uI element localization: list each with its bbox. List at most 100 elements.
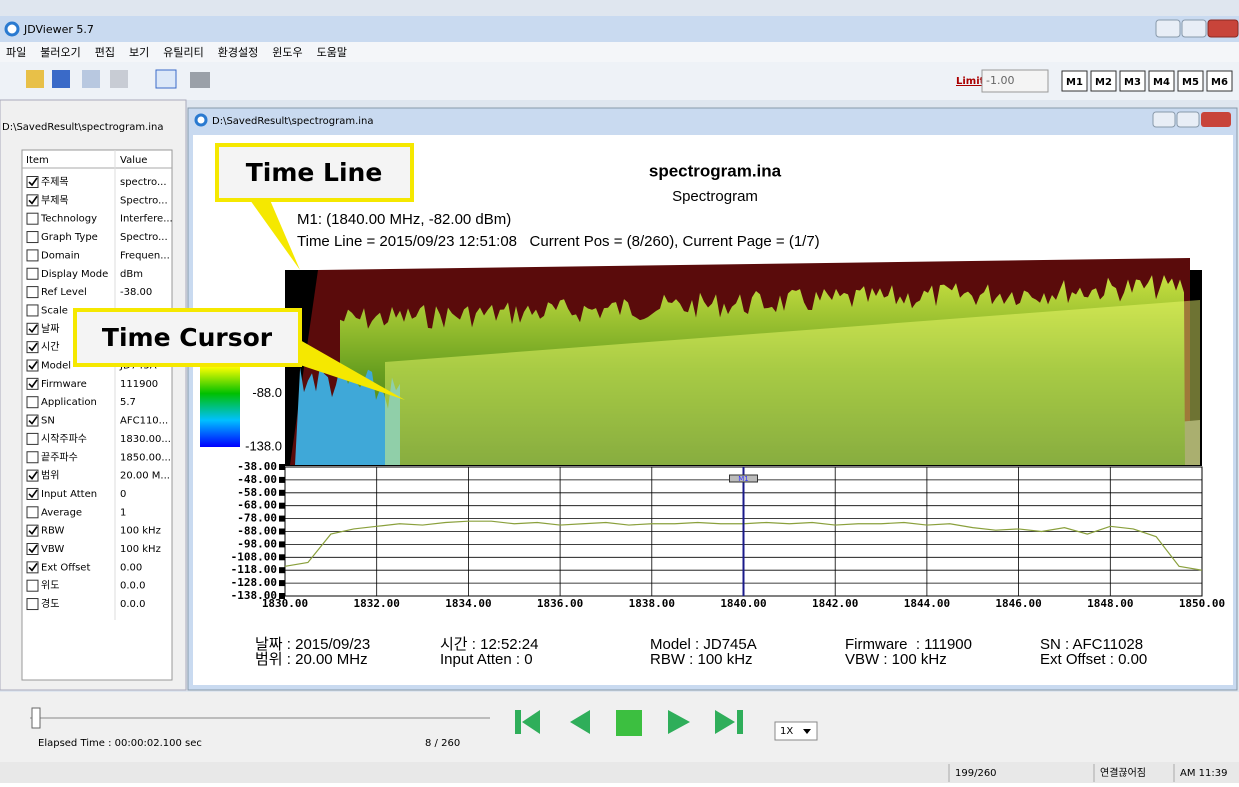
property-value: 1830.00... — [120, 434, 171, 445]
marker-label: M6 — [1211, 77, 1228, 88]
property-value: 20.00 M... — [120, 471, 170, 482]
checkbox[interactable] — [27, 250, 38, 261]
marker-label: M1 — [1066, 77, 1083, 88]
doc-minimize[interactable] — [1153, 112, 1175, 127]
property-name: 위도 — [41, 579, 59, 592]
x-tick-label: 1834.00 — [445, 597, 491, 610]
property-name: 끝주파수 — [41, 451, 78, 463]
doc-close[interactable] — [1201, 112, 1231, 127]
marker-label: M4 — [1153, 77, 1170, 88]
marker-info: M1: (1840.00 MHz, -82.00 dBm) — [297, 211, 511, 228]
info-field: Input Atten : 0 — [440, 651, 533, 668]
property-name: Ref Level — [41, 287, 87, 298]
property-name: Firmware — [41, 379, 87, 390]
property-name: 시간 — [41, 341, 59, 353]
close-button[interactable] — [1208, 20, 1238, 37]
property-name: Average — [41, 507, 82, 518]
checkbox[interactable] — [27, 232, 38, 243]
y-tick-label: -38.00 — [237, 460, 277, 473]
app-window: JDViewer 5.7 파일불러오기편집보기유틸리티환경설정윈도우도움말 Li… — [0, 0, 1239, 783]
y-tick-label: -58.00 — [237, 486, 277, 499]
document-title: D:\SavedResult\spectrogram.ina — [212, 116, 374, 127]
property-value: dBm — [120, 269, 143, 280]
checkbox[interactable] — [27, 268, 38, 279]
menu-item[interactable]: 보기 — [129, 46, 149, 59]
property-name: 시작주파수 — [41, 433, 87, 445]
menu-item[interactable]: 불러오기 — [40, 46, 80, 59]
property-name: Domain — [41, 250, 80, 261]
x-tick-label: 1830.00 — [262, 597, 308, 610]
menu-item[interactable]: 편집 — [95, 46, 115, 59]
property-name: 경도 — [41, 597, 59, 610]
status-field: AM 11:39 — [1180, 768, 1227, 779]
property-value: 111900 — [120, 379, 158, 390]
checkbox[interactable] — [27, 305, 38, 316]
info-field: Ext Offset : 0.00 — [1040, 651, 1147, 668]
maximize-button[interactable] — [1182, 20, 1206, 37]
copy-icon[interactable] — [82, 70, 100, 88]
paste-icon[interactable] — [110, 70, 128, 88]
stop-button[interactable] — [616, 710, 642, 736]
property-value: 0 — [120, 489, 126, 500]
property-name: Graph Type — [41, 232, 98, 243]
menu-item[interactable]: 파일 — [6, 45, 26, 59]
property-name: Ext Offset — [41, 562, 90, 573]
property-name: 주제목 — [41, 176, 69, 188]
y-tick-mark — [279, 503, 285, 509]
menu-item[interactable]: 도움말 — [317, 46, 347, 59]
y-tick-label: -48.00 — [237, 473, 277, 486]
status-bar — [0, 762, 1239, 783]
marker-label: M5 — [1182, 77, 1199, 88]
callout-time-line: Time Line — [246, 158, 383, 187]
y-tick-label: -78.00 — [237, 512, 277, 525]
marker-flag-label: M1 — [738, 475, 749, 483]
checkbox[interactable] — [27, 287, 38, 298]
side-path: D:\SavedResult\spectrogram.ina — [2, 122, 164, 133]
open-icon[interactable] — [26, 70, 44, 88]
chart-subtitle: Spectrogram — [672, 188, 758, 205]
save-icon[interactable] — [52, 70, 70, 88]
slider-thumb[interactable] — [32, 708, 40, 728]
column-header: Value — [120, 155, 147, 166]
x-tick-label: 1842.00 — [812, 597, 858, 610]
property-value: spectro... — [120, 177, 167, 188]
property-value: 1 — [120, 507, 126, 518]
checkbox[interactable] — [27, 397, 38, 408]
minimize-button[interactable] — [1156, 20, 1180, 37]
doc-icon — [196, 115, 206, 125]
checkbox[interactable] — [27, 452, 38, 463]
graph-icon[interactable] — [156, 70, 176, 88]
limit-label: Limit — [956, 76, 985, 87]
property-name: VBW — [41, 544, 64, 555]
first-button[interactable] — [515, 710, 521, 734]
property-value: 100 kHz — [120, 526, 161, 537]
title-bar — [0, 16, 1239, 42]
property-name: Technology — [40, 214, 97, 225]
y-tick-mark — [279, 477, 285, 483]
checkbox[interactable] — [27, 580, 38, 591]
print-icon[interactable] — [190, 72, 210, 88]
column-header: Item — [26, 155, 49, 166]
doc-maximize[interactable] — [1177, 112, 1199, 127]
y-tick-mark — [279, 490, 285, 496]
elapsed-time: Elapsed Time : 00:00:02.100 sec — [38, 738, 202, 749]
y-tick-label: -68.00 — [237, 499, 277, 512]
checkbox[interactable] — [27, 213, 38, 224]
last-button-bar[interactable] — [737, 710, 743, 734]
property-name: 날짜 — [41, 323, 59, 335]
y-tick-label: -118.00 — [231, 563, 277, 576]
menu-item[interactable]: 환경설정 — [218, 46, 258, 59]
marker-label: M3 — [1124, 77, 1141, 88]
property-value: 0.00 — [120, 562, 142, 573]
callout-time-cursor: Time Cursor — [102, 323, 273, 352]
y-tick-mark — [279, 529, 285, 535]
y-tick-mark — [279, 580, 285, 586]
x-tick-label: 1840.00 — [720, 597, 766, 610]
checkbox[interactable] — [27, 599, 38, 610]
checkbox[interactable] — [27, 433, 38, 444]
colorbar-tick-label: -88.0 — [252, 385, 282, 400]
checkbox[interactable] — [27, 507, 38, 518]
y-tick-mark — [279, 464, 285, 470]
menu-item[interactable]: 윈도우 — [272, 45, 302, 59]
menu-item[interactable]: 유틸리티 — [163, 46, 203, 59]
